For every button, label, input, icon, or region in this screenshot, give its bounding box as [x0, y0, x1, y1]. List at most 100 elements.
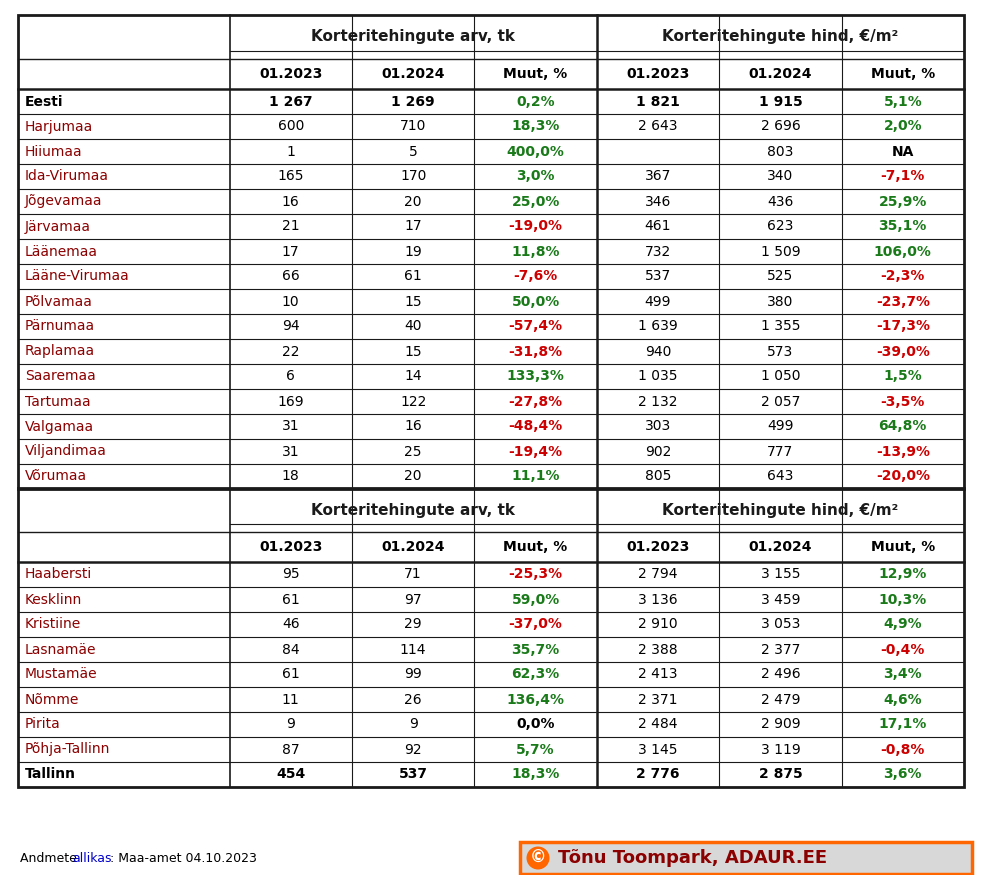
- Text: Korteritehingute arv, tk: Korteritehingute arv, tk: [311, 502, 516, 517]
- Text: 21: 21: [282, 220, 300, 234]
- Text: 25,9%: 25,9%: [879, 194, 927, 208]
- Text: 600: 600: [278, 120, 304, 134]
- Text: 2 875: 2 875: [758, 767, 802, 781]
- Text: 9: 9: [287, 718, 296, 732]
- Text: Kristiine: Kristiine: [25, 618, 82, 632]
- Text: 71: 71: [405, 568, 422, 582]
- Text: 3 053: 3 053: [761, 618, 800, 632]
- Text: 499: 499: [767, 419, 793, 433]
- Text: 10: 10: [282, 295, 300, 309]
- Text: 643: 643: [767, 470, 793, 484]
- Text: 136,4%: 136,4%: [507, 692, 565, 706]
- Text: 340: 340: [767, 170, 793, 184]
- Text: 1 821: 1 821: [636, 94, 680, 108]
- Text: 20: 20: [405, 194, 422, 208]
- Text: 400,0%: 400,0%: [507, 144, 565, 158]
- Text: 2 696: 2 696: [760, 120, 800, 134]
- Text: Korteritehingute hind, €/m²: Korteritehingute hind, €/m²: [662, 30, 899, 45]
- Text: Lääne-Virumaa: Lääne-Virumaa: [25, 270, 130, 284]
- Text: Saaremaa: Saaremaa: [25, 369, 96, 383]
- Text: -13,9%: -13,9%: [876, 444, 930, 458]
- Text: -20,0%: -20,0%: [876, 470, 930, 484]
- Text: 59,0%: 59,0%: [512, 592, 560, 606]
- Text: 1 509: 1 509: [761, 244, 800, 258]
- Text: Põlvamaa: Põlvamaa: [25, 295, 93, 309]
- Text: 380: 380: [767, 295, 793, 309]
- Text: 2 413: 2 413: [638, 668, 678, 682]
- Text: 35,7%: 35,7%: [512, 642, 560, 656]
- Text: -0,8%: -0,8%: [881, 743, 925, 757]
- Text: 50,0%: 50,0%: [512, 295, 560, 309]
- Text: Põhja-Tallinn: Põhja-Tallinn: [25, 743, 110, 757]
- Text: 35,1%: 35,1%: [879, 220, 927, 234]
- Text: 01.2024: 01.2024: [748, 540, 812, 554]
- Text: 2 479: 2 479: [761, 692, 800, 706]
- Text: 1 050: 1 050: [761, 369, 800, 383]
- Text: 3 459: 3 459: [761, 592, 800, 606]
- Text: 29: 29: [405, 618, 422, 632]
- Text: 61: 61: [282, 592, 300, 606]
- Text: 1: 1: [287, 144, 296, 158]
- Text: 46: 46: [282, 618, 300, 632]
- Text: 3 136: 3 136: [638, 592, 678, 606]
- Text: 803: 803: [767, 144, 793, 158]
- Text: 62,3%: 62,3%: [512, 668, 560, 682]
- Text: 95: 95: [282, 568, 300, 582]
- Text: 01.2023: 01.2023: [627, 67, 689, 81]
- Text: -19,4%: -19,4%: [509, 444, 563, 458]
- Text: -39,0%: -39,0%: [876, 345, 930, 359]
- Text: 15: 15: [405, 345, 422, 359]
- Text: Eesti: Eesti: [25, 94, 64, 108]
- Text: 18,3%: 18,3%: [512, 767, 560, 781]
- Text: 18,3%: 18,3%: [512, 120, 560, 134]
- Text: 99: 99: [405, 668, 422, 682]
- Text: 303: 303: [645, 419, 671, 433]
- Text: 461: 461: [645, 220, 672, 234]
- Text: 4,9%: 4,9%: [884, 618, 922, 632]
- Bar: [18, 488, 964, 787]
- Text: 25: 25: [405, 444, 422, 458]
- Text: 31: 31: [282, 419, 300, 433]
- Text: Võrumaa: Võrumaa: [25, 470, 87, 484]
- Text: 537: 537: [399, 767, 427, 781]
- Text: 902: 902: [645, 444, 671, 458]
- Text: -57,4%: -57,4%: [509, 319, 563, 333]
- Text: 537: 537: [645, 270, 671, 284]
- Text: 2 371: 2 371: [638, 692, 678, 706]
- Text: -48,4%: -48,4%: [509, 419, 563, 433]
- Text: Kesklinn: Kesklinn: [25, 592, 82, 606]
- Text: 346: 346: [645, 194, 671, 208]
- Text: 2 377: 2 377: [761, 642, 800, 656]
- Text: -2,3%: -2,3%: [881, 270, 925, 284]
- Text: Muut, %: Muut, %: [504, 540, 568, 554]
- Text: -19,0%: -19,0%: [509, 220, 563, 234]
- Text: 2 132: 2 132: [638, 395, 678, 409]
- Text: 11,8%: 11,8%: [512, 244, 560, 258]
- Text: 01.2024: 01.2024: [748, 67, 812, 81]
- Text: 26: 26: [405, 692, 422, 706]
- Text: 17: 17: [405, 220, 422, 234]
- Text: 22: 22: [282, 345, 300, 359]
- Text: Harjumaa: Harjumaa: [25, 120, 93, 134]
- Text: 17,1%: 17,1%: [879, 718, 927, 732]
- Text: 15: 15: [405, 295, 422, 309]
- Text: 94: 94: [282, 319, 300, 333]
- Text: allikas: allikas: [72, 851, 112, 864]
- Text: Pärnumaa: Pärnumaa: [25, 319, 95, 333]
- Text: 12,9%: 12,9%: [879, 568, 927, 582]
- Text: 9: 9: [409, 718, 417, 732]
- Text: 2 909: 2 909: [761, 718, 800, 732]
- Text: : Maa-amet 04.10.2023: : Maa-amet 04.10.2023: [110, 851, 257, 864]
- Text: 525: 525: [767, 270, 793, 284]
- Text: 169: 169: [278, 395, 304, 409]
- Text: 14: 14: [405, 369, 422, 383]
- Text: 2,0%: 2,0%: [884, 120, 922, 134]
- Text: Hiiumaa: Hiiumaa: [25, 144, 82, 158]
- Text: 106,0%: 106,0%: [874, 244, 932, 258]
- Text: Muut, %: Muut, %: [504, 67, 568, 81]
- Text: 170: 170: [400, 170, 426, 184]
- Text: 01.2023: 01.2023: [259, 67, 322, 81]
- Text: 2 910: 2 910: [638, 618, 678, 632]
- Text: 16: 16: [282, 194, 300, 208]
- Text: NA: NA: [892, 144, 914, 158]
